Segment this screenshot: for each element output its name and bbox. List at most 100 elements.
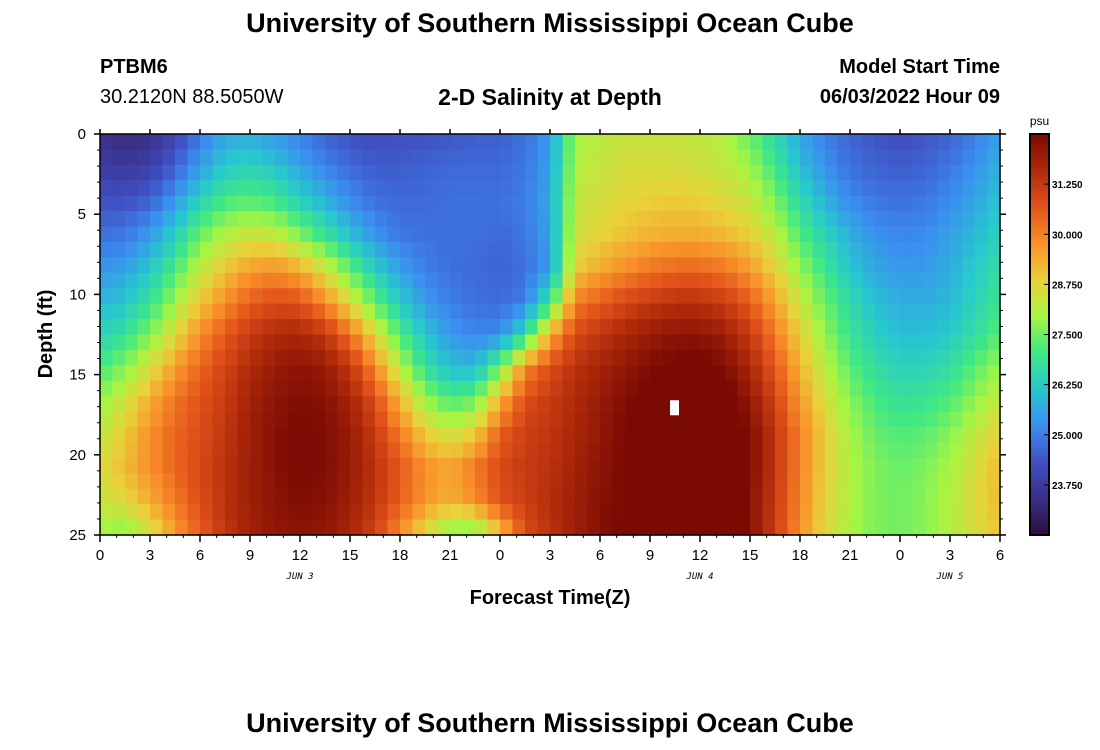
heatmap-cell xyxy=(387,396,401,413)
heatmap-cell xyxy=(337,365,351,382)
heatmap-cell xyxy=(762,411,776,428)
heatmap-cell xyxy=(487,442,501,459)
heatmap-cell xyxy=(300,380,314,397)
heatmap-cell xyxy=(887,334,901,351)
heatmap-cell xyxy=(437,488,451,505)
heatmap-cell xyxy=(187,457,201,474)
heatmap-cell xyxy=(875,164,889,181)
heatmap-cell xyxy=(675,180,689,197)
heatmap-cell xyxy=(887,211,901,228)
heatmap-cell xyxy=(512,211,526,228)
x-tick-label: 9 xyxy=(646,547,654,564)
heatmap-cell xyxy=(600,349,614,366)
heatmap-cell xyxy=(237,241,251,258)
heatmap-cell xyxy=(625,504,639,521)
heatmap-cell xyxy=(462,519,476,536)
heatmap-cell xyxy=(812,519,826,536)
x-tick-label: 18 xyxy=(392,547,409,564)
heatmap-cell xyxy=(712,241,726,258)
heatmap-cell xyxy=(637,457,651,474)
heatmap-cell xyxy=(625,519,639,536)
heatmap-cell xyxy=(587,365,601,382)
heatmap-cell xyxy=(625,457,639,474)
heatmap-cell xyxy=(862,349,876,366)
heatmap-cell xyxy=(262,180,276,197)
heatmap-cell xyxy=(925,504,939,521)
heatmap-cell xyxy=(950,319,964,336)
heatmap-cell xyxy=(700,504,714,521)
heatmap-cell xyxy=(625,195,639,212)
heatmap-cell xyxy=(175,457,189,474)
heatmap-cell xyxy=(887,380,901,397)
heatmap-cell xyxy=(275,195,289,212)
heatmap-cell xyxy=(562,457,576,474)
heatmap-cell xyxy=(650,180,664,197)
heatmap-cell xyxy=(862,380,876,397)
heatmap-cell xyxy=(900,288,914,305)
heatmap-cell xyxy=(450,257,464,274)
heatmap-cell xyxy=(125,442,139,459)
heatmap-cell xyxy=(750,257,764,274)
heatmap-cell xyxy=(875,319,889,336)
heatmap-cell xyxy=(575,504,589,521)
heatmap-cell xyxy=(525,519,539,536)
page-title: University of Southern Mississippi Ocean… xyxy=(246,8,854,38)
heatmap-cell xyxy=(212,149,226,166)
heatmap-cell xyxy=(262,319,276,336)
heatmap-cell xyxy=(137,319,151,336)
heatmap-cell xyxy=(762,288,776,305)
heatmap-cell xyxy=(125,195,139,212)
heatmap-cell xyxy=(800,226,814,243)
heatmap-cell xyxy=(287,288,301,305)
heatmap-cell xyxy=(725,504,739,521)
heatmap-cell xyxy=(212,380,226,397)
heatmap-cell xyxy=(687,365,701,382)
heatmap-cell xyxy=(337,164,351,181)
heatmap-cell xyxy=(625,349,639,366)
heatmap-cell xyxy=(687,319,701,336)
heatmap-cell xyxy=(700,365,714,382)
heatmap-cell xyxy=(312,396,326,413)
heatmap-cell xyxy=(575,195,589,212)
heatmap-cell xyxy=(350,488,364,505)
heatmap-cell xyxy=(562,504,576,521)
heatmap-cell xyxy=(475,319,489,336)
heatmap-cell xyxy=(137,211,151,228)
heatmap-cell xyxy=(312,365,326,382)
heatmap-cell xyxy=(837,427,851,444)
heatmap-cell xyxy=(275,519,289,536)
heatmap-cell xyxy=(337,195,351,212)
heatmap-cell xyxy=(175,488,189,505)
colorbar-tick-label: 25.000 xyxy=(1052,431,1083,442)
heatmap-cell xyxy=(937,334,951,351)
heatmap-cell xyxy=(912,365,926,382)
heatmap-cell xyxy=(675,442,689,459)
heatmap-cell xyxy=(387,349,401,366)
heatmap-cell xyxy=(650,257,664,274)
heatmap-cell xyxy=(837,257,851,274)
heatmap-cell xyxy=(112,365,126,382)
heatmap-cell xyxy=(487,195,501,212)
heatmap-cell xyxy=(112,257,126,274)
y-tick-label: 25 xyxy=(69,527,86,544)
heatmap-cell xyxy=(100,473,114,490)
heatmap-cell xyxy=(875,519,889,536)
heatmap-cell xyxy=(600,257,614,274)
heatmap-cell xyxy=(712,272,726,289)
heatmap-cell xyxy=(975,272,989,289)
heatmap-cell xyxy=(787,349,801,366)
heatmap-cell xyxy=(925,149,939,166)
heatmap-cell xyxy=(812,272,826,289)
heatmap-cell xyxy=(875,442,889,459)
heatmap-cell xyxy=(637,380,651,397)
heatmap-cell xyxy=(150,195,164,212)
heatmap-cell xyxy=(100,349,114,366)
heatmap-cell xyxy=(137,365,151,382)
heatmap-cell xyxy=(237,211,251,228)
heatmap-cell xyxy=(800,365,814,382)
heatmap-cell xyxy=(437,473,451,490)
heatmap-cell xyxy=(475,488,489,505)
heatmap-cell xyxy=(562,380,576,397)
heatmap-cell xyxy=(762,365,776,382)
heatmap-cell xyxy=(500,195,514,212)
